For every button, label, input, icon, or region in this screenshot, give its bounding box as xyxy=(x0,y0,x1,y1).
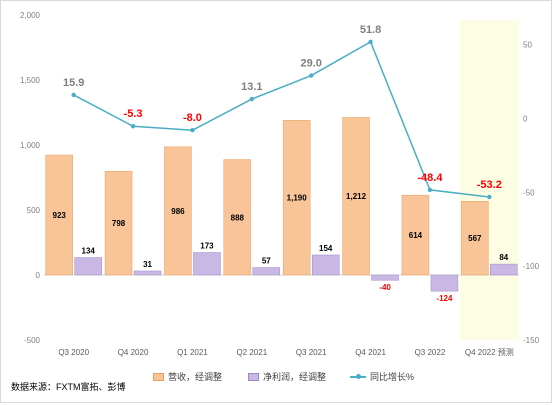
yoy-growth-label: 15.9 xyxy=(63,77,84,89)
legend-item-net-profit: 净利润，经调整 xyxy=(248,370,326,383)
category-label: Q3 2022 xyxy=(415,348,446,357)
yoy-growth-label: 13.1 xyxy=(241,81,262,93)
net-profit-bar-label: 134 xyxy=(82,247,96,256)
revenue-bar-label: 614 xyxy=(409,231,423,240)
net-profit-bar-label: -124 xyxy=(436,294,453,303)
left-axis-tick: 1,000 xyxy=(20,141,41,150)
net-profit-bar xyxy=(252,267,281,276)
yoy-growth-point xyxy=(308,73,314,78)
net-profit-bar xyxy=(133,270,162,276)
revenue-bar xyxy=(45,154,73,276)
category-label: Q4 2020 xyxy=(118,348,149,357)
net-profit-bar xyxy=(193,252,221,276)
revenue-bar xyxy=(461,201,489,276)
yoy-growth-point xyxy=(190,128,195,133)
revenue-bar xyxy=(401,194,430,276)
yoy-growth-label: -8.0 xyxy=(183,112,202,124)
yoy-growth-point xyxy=(249,96,255,102)
yoy-growth-line xyxy=(73,40,490,198)
yoy-growth-label: -48.4 xyxy=(417,172,443,184)
category-label: Q2 2021 xyxy=(236,348,267,357)
right-axis-tick: -50 xyxy=(523,188,535,197)
revenue-bar xyxy=(164,146,192,276)
forecast-highlight xyxy=(459,20,519,340)
yoy-growth-point xyxy=(487,194,492,200)
left-axis-tick: 2,000 xyxy=(20,11,41,20)
revenue-bar-label: 923 xyxy=(53,211,67,220)
revenue-bar-label: 888 xyxy=(231,213,245,222)
yoy-growth-label: -5.3 xyxy=(124,108,143,120)
yoy-growth-point xyxy=(427,187,433,193)
net-profit-bar-label: 84 xyxy=(499,253,508,262)
yoy-growth-point xyxy=(71,92,76,98)
revenue-bar xyxy=(104,171,133,276)
legend-label-revenue: 营收，经调整 xyxy=(168,372,223,382)
net-profit-bar-label: 154 xyxy=(319,244,333,253)
net-profit-bar-label: 57 xyxy=(262,257,271,266)
yoy-growth-label: -53.2 xyxy=(477,179,502,191)
net-profit-bar xyxy=(311,254,340,276)
net-profit-bar-label: 31 xyxy=(143,260,152,269)
left-axis-tick: 0 xyxy=(36,271,41,280)
category-label: Q3 2021 xyxy=(296,348,327,357)
category-label: Q1 2021 xyxy=(177,348,208,357)
legend-label-yoy: 同比增长% xyxy=(370,372,415,382)
revenue-swatch-icon xyxy=(153,372,164,381)
revenue-bar xyxy=(342,117,370,276)
revenue-bar-label: 1,212 xyxy=(346,192,367,201)
category-label: Q4 2022 预测 xyxy=(465,347,514,357)
net-profit-bar-label: -40 xyxy=(379,283,391,292)
net-profit-bar xyxy=(490,263,518,276)
category-label: Q4 2021 xyxy=(355,348,386,357)
category-label: Q3 2020 xyxy=(58,348,89,357)
legend-item-yoy: 同比增长% xyxy=(350,370,414,383)
legend-label-net-profit: 净利润，经调整 xyxy=(263,372,327,382)
source-note: 数据来源：FXTM富拓、彭博 xyxy=(11,382,126,392)
revenue-bar xyxy=(282,120,311,276)
yoy-growth-point xyxy=(368,39,373,45)
left-axis-tick: -500 xyxy=(24,336,41,345)
net-profit-swatch-icon xyxy=(248,372,259,381)
revenue-bar-label: 798 xyxy=(112,219,126,228)
revenue-bar-label: 986 xyxy=(171,207,185,216)
yoy-growth-label: 51.8 xyxy=(360,24,381,36)
net-profit-bar-label: 173 xyxy=(200,242,214,251)
right-axis-tick: 50 xyxy=(523,41,532,50)
legend: 营收，经调整 净利润，经调整 同比增长% xyxy=(0,370,554,384)
net-profit-bar xyxy=(430,274,459,292)
net-profit-bar xyxy=(74,257,102,276)
revenue-bar xyxy=(223,159,252,276)
right-axis-tick: -150 xyxy=(523,336,540,345)
revenue-bar-label: 1,190 xyxy=(287,194,308,203)
right-axis-tick: -100 xyxy=(523,262,540,271)
left-axis-tick: 500 xyxy=(27,206,41,215)
left-axis-tick: 1,500 xyxy=(20,76,41,85)
right-axis-tick: 0 xyxy=(523,114,528,123)
legend-item-revenue: 营收，经调整 xyxy=(153,370,222,383)
yoy-growth-label: 29.0 xyxy=(300,58,321,70)
yoy-line-swatch-icon xyxy=(350,373,366,379)
net-profit-bar xyxy=(371,274,399,281)
yoy-growth-point xyxy=(130,124,136,129)
revenue-bar-label: 567 xyxy=(468,234,482,243)
